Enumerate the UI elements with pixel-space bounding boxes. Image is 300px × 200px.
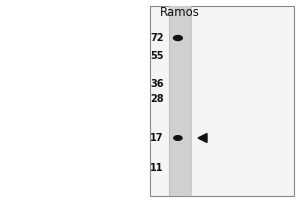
Ellipse shape	[174, 136, 182, 140]
Text: 36: 36	[150, 79, 164, 89]
Text: Ramos: Ramos	[160, 6, 200, 20]
Text: 72: 72	[150, 33, 164, 43]
Ellipse shape	[173, 36, 182, 40]
Bar	[150, 6, 294, 196]
Polygon shape	[198, 134, 207, 142]
Text: 55: 55	[150, 51, 164, 61]
Text: 11: 11	[150, 163, 164, 173]
Text: 17: 17	[150, 133, 164, 143]
Text: 28: 28	[150, 94, 164, 104]
Bar	[169, 6, 190, 196]
